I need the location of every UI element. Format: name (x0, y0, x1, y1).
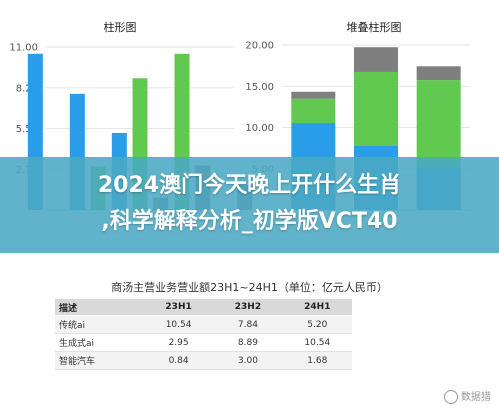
watermark-text: 数据猎 (461, 392, 491, 403)
table-cell: 7.84 (213, 315, 283, 334)
table-cell: 8.89 (213, 333, 283, 352)
table-cell: 1.68 (282, 351, 352, 370)
watermark: 数据猎 (444, 388, 491, 404)
y-tick-label: 11.00 (9, 43, 38, 54)
stacked-bar-segment (416, 80, 461, 168)
stacked-bar-segment (354, 71, 398, 146)
banner-title-line-2: ,科学解释分析_初学版VCT40 (101, 209, 398, 234)
table-header-cell: 描述 (55, 299, 144, 316)
row-label: 传统ai (55, 315, 144, 334)
y-tick-label: 5.50 (16, 124, 38, 135)
table-header-row: 描述 23H1 23H2 24H1 (55, 299, 352, 316)
table-header-cell: 24H1 (282, 299, 352, 316)
y-tick-label: 15.00 (245, 82, 274, 93)
table-header-cell: 23H2 (213, 299, 283, 316)
table-cell: 5.20 (282, 315, 352, 334)
y-tick-label: 10.00 (245, 123, 274, 134)
table-cell: 10.54 (143, 315, 214, 334)
chart-title: 堆叠柱形图 (347, 20, 402, 34)
table-cell: 3.00 (213, 351, 283, 370)
y-tick-label: 20.00 (245, 41, 274, 52)
table-cell: 0.84 (143, 351, 214, 370)
chart-title: 柱形图 (104, 20, 137, 34)
table-title: 商汤主营业务营业额23H1~24H1（单位：亿元人民币） (111, 281, 388, 294)
stacked-bar-segment (291, 98, 336, 124)
banner-title-line-1: 2024澳门今天晚上开什么生肖 (97, 173, 402, 198)
table-row: 传统ai 10.54 7.84 5.20 (55, 315, 352, 334)
overlay-banner: 2024澳门今天晚上开什么生肖 ,科学解释分析_初学版VCT40 (0, 157, 499, 253)
table-row: 生成式ai 2.95 8.89 10.54 (55, 333, 352, 352)
row-label: 智能汽车 (55, 351, 144, 370)
revenue-table: 描述 23H1 23H2 24H1 传统ai 10.54 7.84 5.20 生… (55, 299, 352, 370)
table-row: 智能汽车 0.84 3.00 1.68 (55, 351, 352, 370)
y-tick-label: 8.25 (16, 83, 38, 94)
table-header-cell: 23H1 (143, 299, 214, 316)
table-cell: 2.95 (143, 333, 214, 352)
stacked-bar-segment (291, 91, 336, 99)
stacked-bar-segment (416, 66, 461, 81)
table-cell: 10.54 (282, 333, 352, 352)
watermark-logo-icon (444, 390, 458, 404)
row-label: 生成式ai (55, 333, 144, 352)
stacked-bar-segment (354, 47, 398, 72)
